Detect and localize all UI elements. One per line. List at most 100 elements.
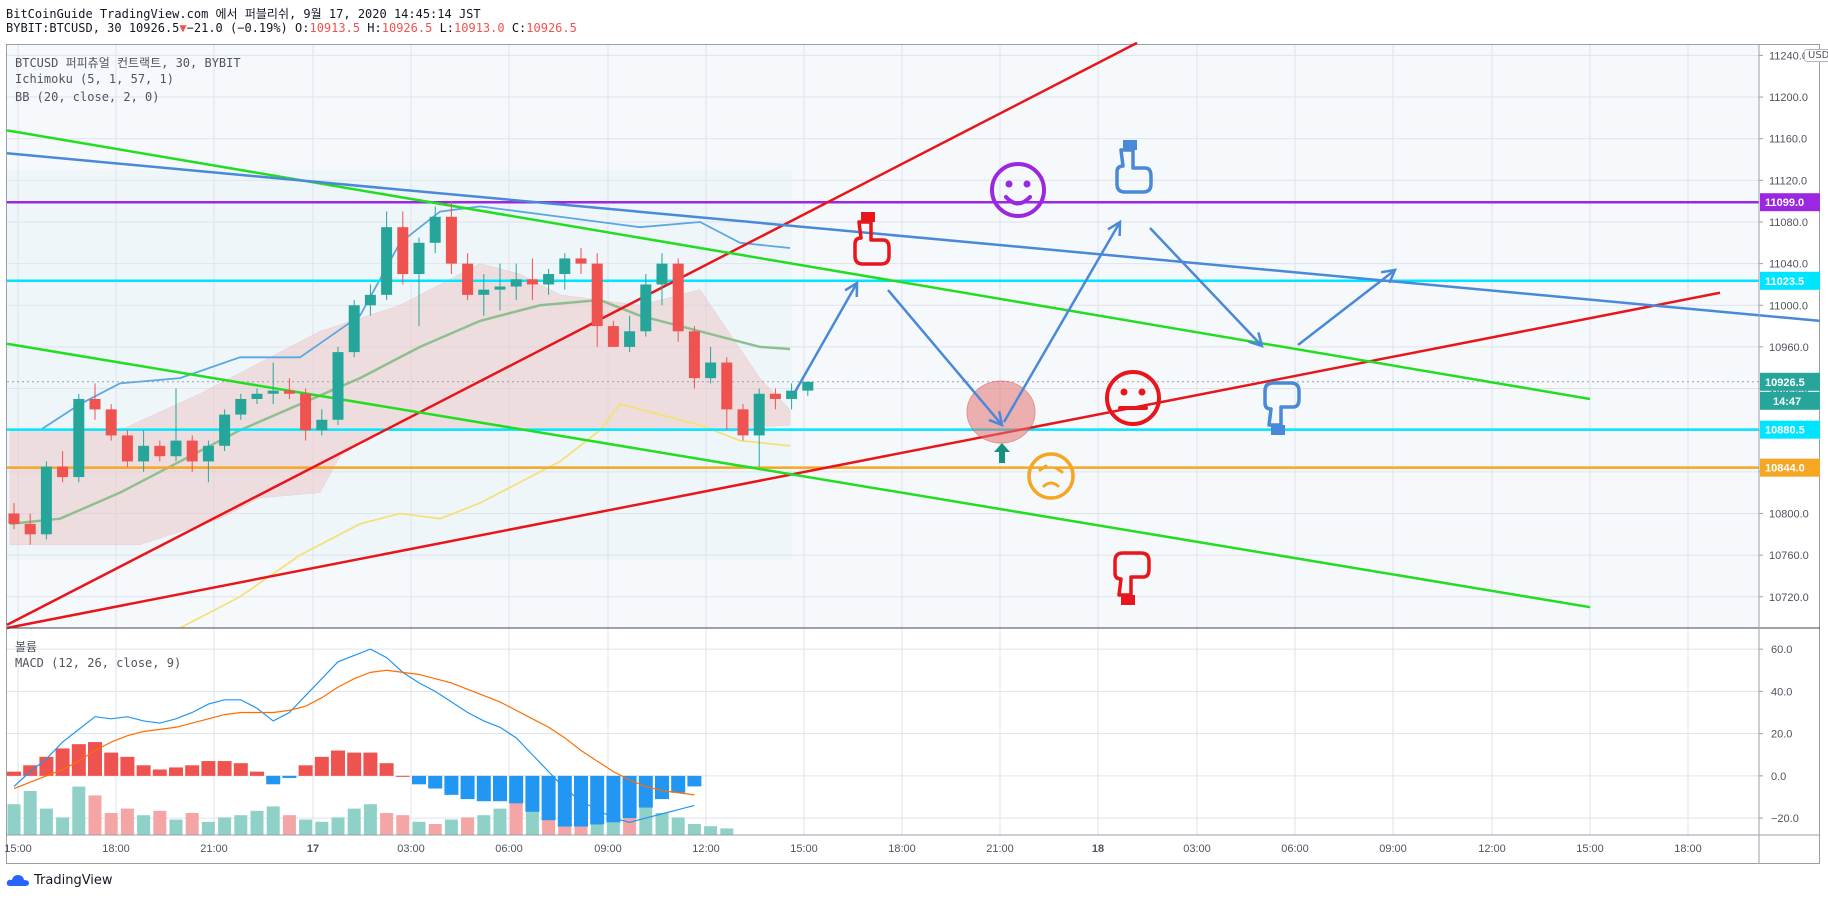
volume-bar (7, 804, 21, 835)
candle-body (624, 331, 636, 347)
macd-histogram-bar (363, 752, 378, 776)
candle-body (413, 242, 425, 275)
macd-histogram-bar (395, 775, 410, 777)
candle-body (786, 390, 798, 399)
price-tick-label: 10720.0 (1769, 592, 1809, 604)
volume-bar (137, 815, 151, 835)
hand-outline (1263, 381, 1301, 427)
macd-histogram-bar (185, 765, 200, 776)
forecast-arrow-head (844, 280, 859, 298)
price-tick-label: 11000.0 (1769, 300, 1808, 312)
volume-bar (153, 810, 167, 835)
macd-histogram-bar (687, 775, 702, 787)
volume-bar (704, 826, 718, 835)
candle-body (40, 466, 52, 535)
ichimoku-cloud (9, 263, 791, 545)
close-value: 10926.5 (526, 21, 577, 35)
time-axis: 15:00 18:00 21:00 17 03:00 06:00 09:00 12:00 15:… (4, 843, 1702, 855)
volume-bar (493, 808, 507, 835)
trend-lines (6, 41, 1821, 630)
time-tick-label: 03:00 (397, 843, 425, 855)
volume-bar (461, 817, 475, 835)
legend-ichimoku[interactable]: Ichimoku (5, 1, 57, 1) (15, 72, 174, 86)
time-tick-label: 18:00 (1674, 843, 1702, 855)
volume-bar (509, 799, 523, 835)
hand-cuff (861, 212, 875, 222)
legend-bb[interactable]: BB (20, close, 2, 0) (15, 90, 160, 104)
volume-bar (250, 810, 264, 835)
candle-body (559, 258, 571, 275)
macd-histogram-bar (412, 775, 426, 785)
volume-bar (380, 813, 394, 835)
macd-histogram-bar (444, 775, 459, 795)
candle-body (316, 419, 328, 431)
forecast-arrow-head (1380, 268, 1398, 284)
volume-bar (444, 819, 458, 835)
candle-body (640, 284, 652, 332)
annotation-icons (853, 140, 1301, 605)
cloud-icon (6, 875, 30, 886)
volume-bar (363, 804, 377, 835)
forecast-arrow-line (1149, 227, 1263, 347)
candle-body (170, 440, 182, 457)
candle-body (24, 523, 36, 535)
macd-tick-label: −20.0 (1771, 813, 1799, 825)
candle-body (381, 227, 393, 295)
forecast-arrow-line (1297, 269, 1396, 346)
blue-trend-line (6, 152, 1821, 323)
price-tick-label: 11200.0 (1769, 92, 1808, 104)
candle-body (186, 440, 198, 462)
macd-histogram-bar (590, 775, 605, 825)
macd-histogram-bar (7, 771, 21, 776)
candles (8, 201, 814, 545)
macd-histogram-bar (428, 775, 443, 789)
countdown-box (1760, 391, 1820, 410)
smiley-face-icon (990, 162, 1046, 218)
time-tick-label: 09:00 (594, 843, 622, 855)
volume-bar (687, 824, 701, 835)
face-eye (1023, 180, 1031, 188)
price-tick-label: 11040.0 (1769, 259, 1808, 271)
macd-histogram-bar (379, 763, 394, 776)
currency-badge[interactable]: USD (1804, 49, 1828, 62)
candle-body (656, 263, 668, 285)
time-tick-label: 12:00 (692, 843, 720, 855)
candle-body (478, 289, 490, 295)
time-tick-label: 17 (307, 843, 319, 855)
volume-bar (23, 791, 37, 835)
pointing-down-hand-icon (853, 212, 891, 266)
candle-body (73, 398, 85, 478)
tradingview-logo[interactable]: TradingView (6, 872, 113, 888)
legend-volume[interactable]: 볼륨 (15, 640, 38, 654)
macd-histogram-bar (622, 775, 637, 819)
macd-line (13, 648, 695, 823)
volume-bar (477, 815, 491, 835)
volume-bar (671, 817, 685, 835)
macd-histogram-bar (266, 775, 281, 785)
volume-bar (412, 821, 426, 835)
legend-macd[interactable]: MACD (12, 26, close, 9) (15, 656, 182, 670)
macd-histogram-bar (201, 761, 216, 776)
symbol-label: BYBIT:BTCUSD, 30 (6, 21, 122, 35)
candle-body (364, 294, 376, 306)
candle-body (332, 352, 344, 420)
candle-body (591, 263, 603, 327)
price-label-text: 10844.0 (1765, 463, 1805, 475)
time-tick-label: 15:00 (1576, 843, 1604, 855)
hand-outline (1113, 551, 1151, 597)
macd-histogram-bar (71, 744, 86, 776)
price-label-box (1760, 193, 1820, 212)
macd-tick-label: 0.0 (1771, 771, 1786, 783)
publish-info: BitCoinGuide TradingView.com 에서 퍼블리쉬, 9월… (6, 7, 481, 21)
macd-histogram-bar (104, 752, 119, 776)
candle-body (737, 409, 749, 436)
candle-body (283, 390, 295, 394)
high-label: H: (367, 21, 382, 35)
macd-histogram-bar (233, 763, 248, 776)
macd-histogram-bar (525, 775, 540, 812)
macd-histogram-bar (152, 769, 167, 776)
forecast-arrow-head (1107, 219, 1122, 237)
macd-pane (7, 648, 734, 835)
macd-histogram-bar (298, 765, 313, 776)
